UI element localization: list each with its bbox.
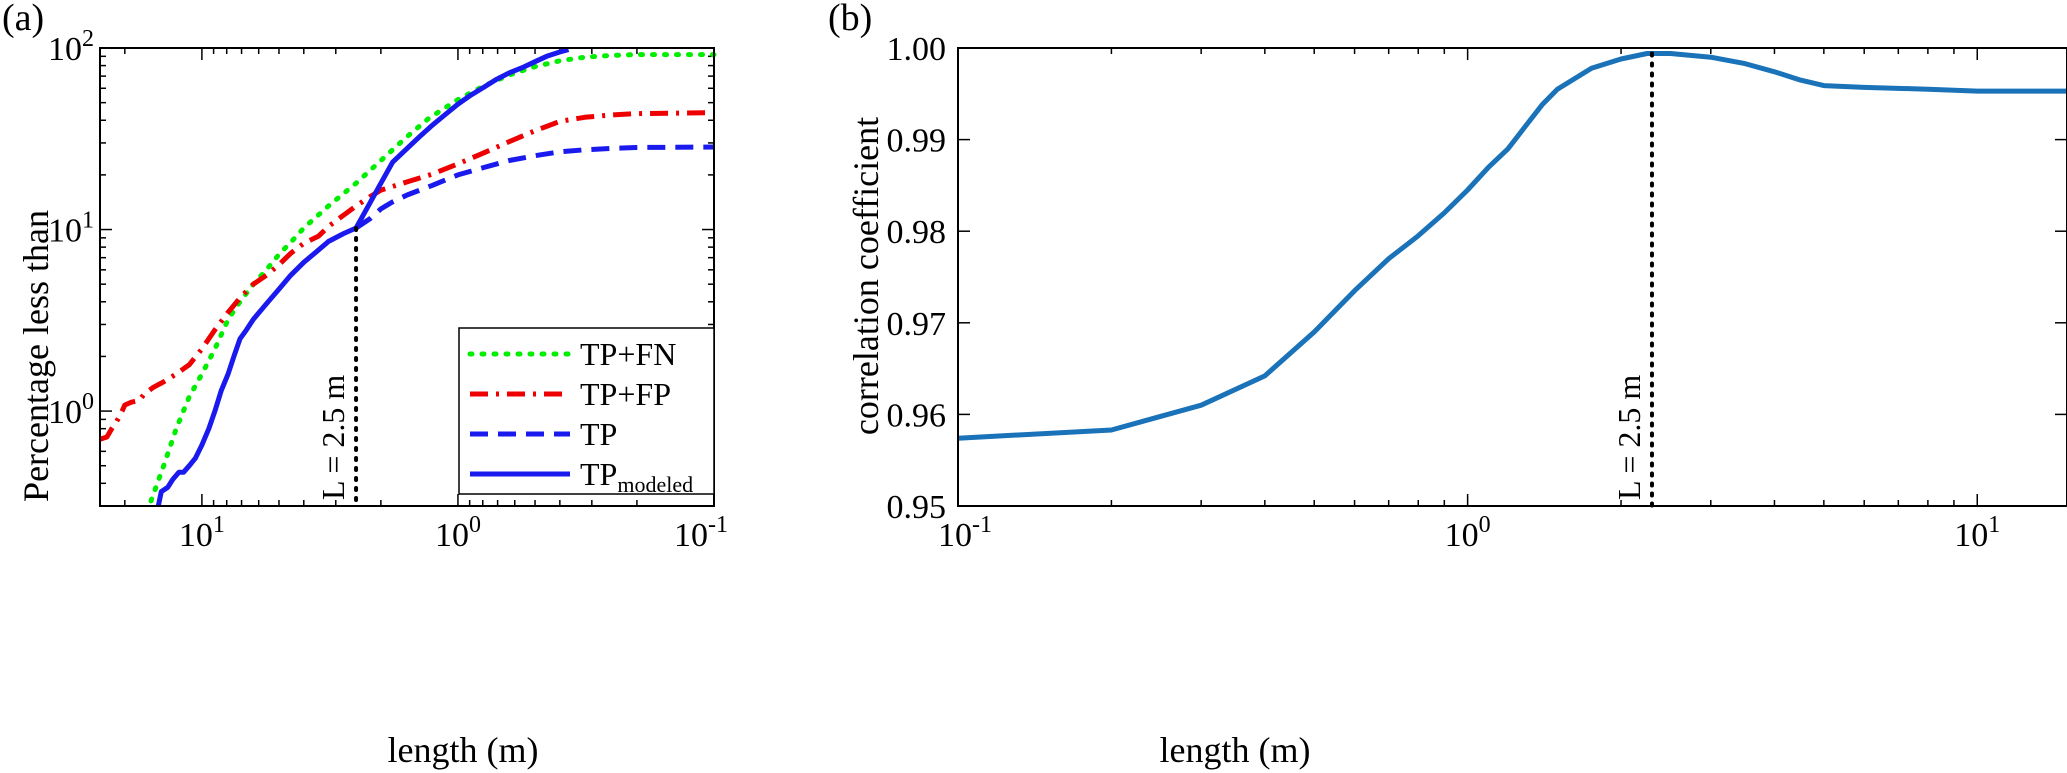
panel-a: (a) Percentage less than length (m) 101 1… [2,0,728,770]
y-tick-label-b: 0.99 [887,123,947,160]
y-tick-label-b: 0.98 [887,214,947,251]
plot-frame-a [99,47,715,507]
annotation-a: L = 2.5 m [315,225,359,508]
x-axis-label-b: length (m) [1160,730,1311,770]
legend-label-tp-modeled: TPmodeled [580,456,693,497]
y-tick-label-b: 0.95 [887,489,947,526]
y-tick-label-a: 101 [48,208,94,250]
lines-a [99,47,717,507]
plot-frame-b [957,47,2067,507]
series-line-tp-fn [148,52,717,504]
y-tick-label-a: 102 [48,26,94,68]
x-tick-label-a: 101 [179,512,225,554]
series-line-tp [354,144,715,231]
y-axis-label-a: Percentage less than [16,210,56,502]
legend-label-tp-fp: TP+FP [580,376,671,412]
series-line-correlation [957,51,2067,441]
x-tick-label-b: 101 [1954,512,2000,554]
y-tick-label-b: 0.97 [887,306,947,343]
legend-box [458,327,715,495]
ticks-b: 10-1 100 101 0.95 0.96 0.97 0.98 0.99 1.00 [887,31,2067,554]
threshold-annotation-b: L = 2.5 m [1611,375,1647,500]
y-tick-label-a: 100 [48,389,94,431]
series-line-tp-modeled [155,47,570,507]
x-tick-label-a: 10-1 [674,512,728,554]
lines-b [957,51,2067,441]
panel-a-label: (a) [2,0,44,39]
legend: TP+FN TP+FP TP TPmodeled [458,327,715,497]
panel-b-label: (b) [828,0,872,39]
x-axis-label-a: length (m) [388,730,539,770]
legend-label-tp: TP [580,416,617,452]
panel-b: (b) correlation coefficient length (m) 1… [828,0,2067,770]
threshold-annotation-a: L = 2.5 m [315,375,351,500]
legend-label-tp-fn: TP+FN [580,336,676,372]
annotation-b: L = 2.5 m [1611,51,1654,508]
y-axis-label-b: correlation coefficient [846,117,886,435]
x-tick-label-b: 10-1 [938,512,992,554]
x-tick-label-b: 100 [1445,512,1491,554]
y-tick-label-b: 0.96 [887,397,947,434]
y-tick-label-b: 1.00 [887,31,947,68]
series-line-tp-fp [99,110,715,442]
x-tick-label-a: 100 [435,512,481,554]
